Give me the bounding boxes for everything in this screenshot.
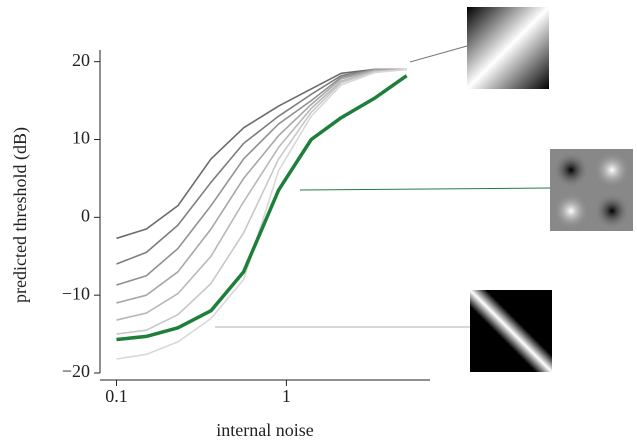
stimulus-thumbnail [550,149,633,231]
data-line [116,69,406,359]
y-tick-label: 20 [72,50,90,70]
y-tick-label: −20 [62,361,90,381]
data-line [116,69,406,238]
x-tick-label: 1 [282,386,291,406]
stimulus-thumbnail [470,290,552,372]
y-tick-label: −10 [62,283,90,303]
stimulus-thumbnail [467,7,549,89]
data-line [116,69,406,285]
data-line [116,76,406,340]
y-tick-label: 0 [81,205,90,225]
y-axis-label: predicted threshold (dB) [10,127,31,303]
data-line [116,69,406,264]
data-line [116,69,406,334]
chart: internal noise predicted threshold (dB) … [0,0,637,445]
x-axis-label: internal noise [216,420,313,440]
connector [300,188,550,190]
connector [410,46,467,62]
y-tick-label: 10 [72,128,90,148]
x-tick-label: 0.1 [105,386,128,406]
